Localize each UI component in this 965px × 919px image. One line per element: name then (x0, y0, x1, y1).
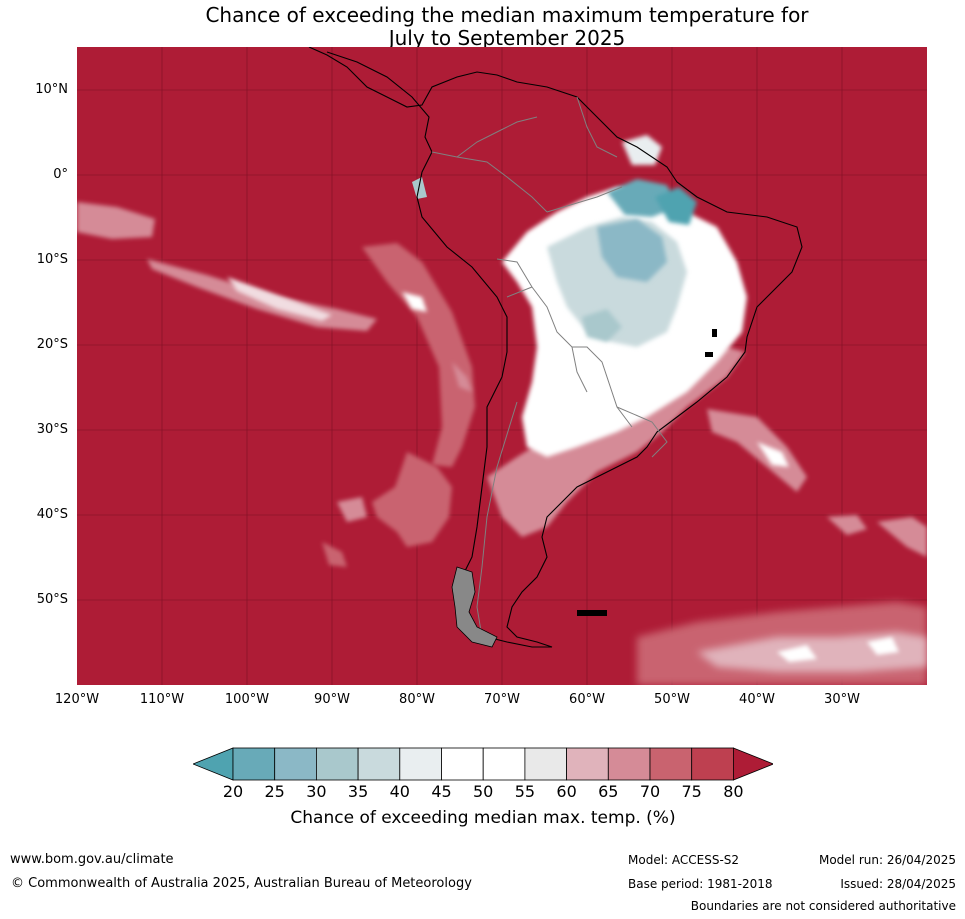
colorbar-tick-label: 65 (598, 782, 619, 801)
colorbar-tick-label: 70 (639, 782, 661, 801)
lat-label-0: 0° (53, 167, 68, 182)
islands (577, 329, 717, 616)
colorbar-tick-label: 60 (556, 782, 577, 801)
footer-issued: Issued: 28/04/2025 (840, 877, 956, 891)
lon-label-60w: 60°W (569, 692, 605, 707)
lon-label-70w: 70°W (484, 692, 520, 707)
lon-label-80w: 80°W (399, 692, 435, 707)
colorbar-extend-high (733, 747, 773, 781)
lat-label-30s: 30°S (36, 422, 68, 437)
chile-archipelago (451, 566, 498, 648)
country-borders (431, 96, 668, 638)
colorbar-segment (566, 747, 609, 781)
land-anomaly-fields (412, 135, 747, 537)
colorbar (193, 747, 773, 781)
map-svg (77, 47, 927, 685)
lon-label-50w: 50°W (654, 692, 690, 707)
coastlines (308, 47, 803, 648)
ocean-anomaly-fields (77, 202, 927, 685)
colorbar-label: Chance of exceeding median max. temp. (%… (290, 808, 676, 828)
footer-copyright: © Commonwealth of Australia 2025, Austra… (11, 876, 472, 891)
colorbar-tick-label: 35 (347, 782, 369, 801)
lat-label-20s: 20°S (36, 337, 68, 352)
title-line-1: Chance of exceeding the median maximum t… (205, 3, 809, 27)
chart-title: Chance of exceeding the median maximum t… (0, 4, 965, 50)
title-line-2: July to September 2025 (388, 26, 626, 50)
lat-label-40s: 40°S (36, 507, 68, 522)
colorbar-tick-label: 25 (264, 782, 285, 801)
lon-label-30w: 30°W (824, 692, 860, 707)
colorbar-segment (482, 747, 526, 781)
colorbar-segment (524, 747, 567, 781)
colorbar-segment (399, 747, 442, 781)
colorbar-segment (649, 747, 693, 781)
footer-model: Model: ACCESS-S2 (628, 853, 740, 867)
colorbar-segment (316, 747, 359, 781)
colorbar-tick-label: 75 (681, 782, 702, 801)
colorbar-tick-label: 55 (514, 782, 536, 801)
colorbar-tick-label: 80 (723, 782, 744, 801)
colorbar-segment (357, 747, 401, 781)
colorbar-extend-low (193, 747, 234, 781)
lon-label-90w: 90°W (314, 692, 350, 707)
footer-disclaimer: Boundaries are not considered authoritat… (690, 899, 956, 913)
colorbar-segment (232, 747, 276, 781)
map-area (77, 47, 927, 685)
colorbar-segment (441, 747, 484, 781)
lat-label-10n: 10°N (35, 82, 68, 97)
colorbar-tick-label: 50 (473, 782, 494, 801)
colorbar-tick-label: 20 (222, 782, 244, 801)
lon-label-40w: 40°W (739, 692, 775, 707)
footer-website: www.bom.gov.au/climate (10, 852, 174, 867)
footer-model-run: Model run: 26/04/2025 (818, 853, 956, 867)
colorbar-segment (607, 747, 651, 781)
colorbar-segment (691, 747, 734, 781)
lat-label-10s: 10°S (36, 252, 68, 267)
colorbar-tick-label: 40 (389, 782, 410, 801)
colorbar-tick-label: 45 (431, 782, 452, 801)
lon-label-120w: 120°W (54, 692, 100, 707)
footer-base-period: Base period: 1981-2018 (628, 877, 773, 891)
lon-label-110w: 110°W (139, 692, 185, 707)
lon-label-100w: 100°W (224, 692, 270, 707)
colorbar-segment (274, 747, 317, 781)
lat-label-50s: 50°S (36, 592, 68, 607)
colorbar-tick-label: 30 (306, 782, 327, 801)
